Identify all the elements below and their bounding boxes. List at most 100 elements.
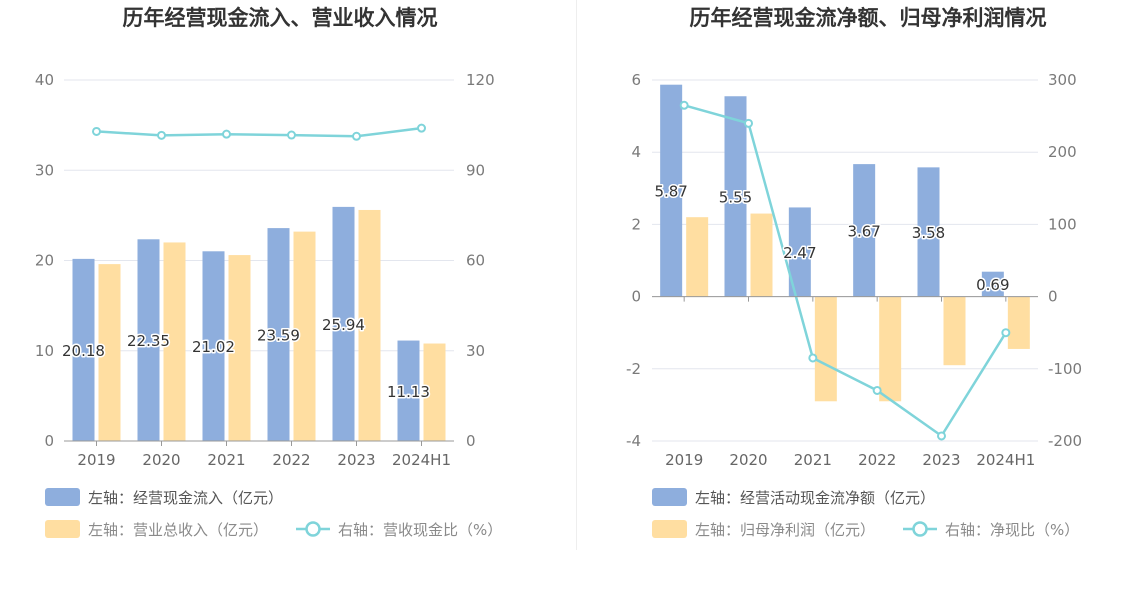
y-left-tick-label: 0 xyxy=(631,288,641,306)
line-point xyxy=(1001,328,1011,338)
line-point xyxy=(287,130,296,140)
line-point xyxy=(417,123,426,133)
legend-label: 左轴：经营活动现金流净额（亿元） xyxy=(695,489,935,507)
line-point xyxy=(679,100,689,110)
legend-item-cash-revenue-ratio[interactable]: 右轴：营收现金比（%） xyxy=(296,521,502,539)
bar-primary xyxy=(267,228,290,441)
legend-item-cash-inflow[interactable]: 左轴：经营现金流入（亿元） xyxy=(45,488,283,507)
bar-secondary xyxy=(814,296,837,402)
legend-label: 左轴：经营现金流入（亿元） xyxy=(88,489,283,507)
line-point xyxy=(872,385,882,395)
data-label: 21.02 xyxy=(192,338,235,356)
x-tick-label: 2022 xyxy=(858,451,896,469)
x-tick-label: 2021 xyxy=(207,451,245,469)
x-tick-label: 2023 xyxy=(337,451,375,469)
y-right-tick-label: 200 xyxy=(1048,143,1077,161)
legend-label: 左轴：营业总收入（亿元） xyxy=(88,521,268,539)
y-right-tick-label: -100 xyxy=(1048,360,1082,378)
legend-swatch-bar-secondary xyxy=(652,520,687,538)
bar-secondary xyxy=(1007,296,1030,349)
y-left-tick-label: 6 xyxy=(631,71,641,89)
data-label: 11.13 xyxy=(387,383,430,401)
line-point xyxy=(744,118,753,128)
data-label: 5.55 xyxy=(719,188,752,206)
y-right-tick-label: 60 xyxy=(466,252,485,270)
y-right-tick-label: 0 xyxy=(466,432,476,450)
bar-secondary xyxy=(98,264,121,441)
line-point xyxy=(92,126,101,136)
x-tick-label: 2019 xyxy=(665,451,703,469)
x-tick-label: 2020 xyxy=(729,451,767,469)
legend-item-revenue[interactable]: 左轴：营业总收入（亿元） xyxy=(45,520,268,539)
y-left-tick-label: 40 xyxy=(35,71,54,89)
bar-secondary xyxy=(750,213,773,297)
legend-swatch-bar-primary xyxy=(45,488,80,506)
x-tick-label: 2019 xyxy=(77,451,115,469)
y-right-tick-label: 0 xyxy=(1048,288,1058,306)
legend-item-net-cash-ratio[interactable]: 右轴：净现比（%） xyxy=(903,521,1079,539)
bar-secondary xyxy=(879,296,902,402)
line-point xyxy=(352,131,361,141)
x-tick-label: 2024H1 xyxy=(392,451,451,469)
y-right-tick-label: 100 xyxy=(1048,215,1077,233)
data-label: 20.18 xyxy=(62,342,105,360)
x-tick-label: 2021 xyxy=(794,451,832,469)
chart-title: 历年经营现金流入、营业收入情况 xyxy=(123,6,438,30)
x-tick-label: 2024H1 xyxy=(976,451,1035,469)
bar-primary xyxy=(332,206,355,441)
y-left-tick-label: 10 xyxy=(35,342,54,360)
y-right-tick-label: 120 xyxy=(466,71,495,89)
net-cashflow-profit-chart: 历年经营现金流净额、归母净利润情况 5.87 5.55 2.47 3.67 3.58 0.… xyxy=(626,6,1082,539)
legend-line-marker xyxy=(305,521,321,537)
bar-secondary xyxy=(686,217,709,297)
data-label: 22.35 xyxy=(127,332,170,350)
x-tick-label: 2023 xyxy=(922,451,960,469)
bar-primary xyxy=(917,167,940,297)
data-label: 25.94 xyxy=(322,316,365,334)
legend-line-marker xyxy=(912,521,928,537)
bar-primary xyxy=(853,164,876,297)
bar-primary xyxy=(724,96,747,297)
y-left-tick-label: 2 xyxy=(631,215,641,233)
legend-swatch-bar-secondary xyxy=(45,520,80,538)
ratio-line xyxy=(96,126,422,138)
data-label: 3.67 xyxy=(847,222,880,240)
legend-item-net-cashflow[interactable]: 左轴：经营活动现金流净额（亿元） xyxy=(652,488,935,507)
legend-label: 右轴：营收现金比（%） xyxy=(338,521,502,539)
y-right-tick-label: 30 xyxy=(466,342,485,360)
bar-primary xyxy=(72,258,95,441)
data-label: 5.87 xyxy=(654,183,687,201)
y-left-tick-label: 20 xyxy=(35,252,54,270)
bar-primary xyxy=(981,271,1004,297)
y-left-tick-label: -2 xyxy=(626,360,641,378)
y-right-tick-label: 90 xyxy=(466,161,485,179)
line-point xyxy=(808,353,818,363)
legend-item-net-profit[interactable]: 左轴：归母净利润（亿元） xyxy=(652,520,875,539)
y-left-tick-label: -4 xyxy=(626,432,641,450)
bar-secondary xyxy=(228,255,251,441)
y-left-tick-label: 4 xyxy=(631,143,641,161)
bar-secondary xyxy=(293,231,316,441)
bar-primary xyxy=(202,251,225,441)
y-left-tick-label: 0 xyxy=(44,432,54,450)
chart-title: 历年经营现金流净额、归母净利润情况 xyxy=(690,6,1047,30)
line-point xyxy=(222,129,231,139)
y-right-tick-label: -200 xyxy=(1048,432,1082,450)
legend-label: 右轴：净现比（%） xyxy=(945,521,1079,539)
bar-secondary xyxy=(423,343,446,441)
bar-secondary xyxy=(163,242,186,441)
y-left-tick-label: 30 xyxy=(35,161,54,179)
bar-primary xyxy=(397,340,420,441)
bar-primary xyxy=(137,239,160,441)
cash-inflow-revenue-chart: 历年经营现金流入、营业收入情况 20.18 22.35 21.02 23.59 25.9… xyxy=(35,6,502,539)
x-tick-label: 2020 xyxy=(142,451,180,469)
data-label: 3.58 xyxy=(912,224,945,242)
y-right-tick-label: 300 xyxy=(1048,71,1077,89)
x-tick-label: 2022 xyxy=(272,451,310,469)
legend-label: 左轴：归母净利润（亿元） xyxy=(695,521,875,539)
line-point xyxy=(937,431,946,441)
bar-secondary xyxy=(943,296,966,366)
ratio-line xyxy=(683,104,1007,438)
